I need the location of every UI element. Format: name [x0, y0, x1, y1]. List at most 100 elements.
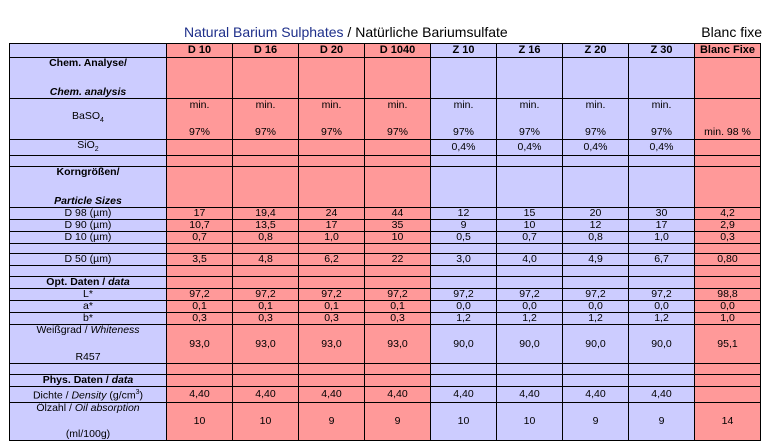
label-density: Dichte / Density (g/cm3) [9, 386, 167, 403]
col-header-z20: Z 20 [562, 43, 629, 58]
label-d10: D 10 (µm) [9, 231, 167, 245]
label-a: a* [9, 300, 167, 314]
col-header-d20: D 20 [298, 43, 365, 58]
cell: 97,2 [496, 288, 563, 302]
section-particle-label: Korngrößen/Particle Sizes [9, 166, 167, 209]
title-english: Natural Barium Sulphates [184, 24, 344, 40]
cell: 4,40 [562, 386, 629, 403]
section-opt-row: Opt. Daten / data [9, 276, 761, 290]
cell: 1,2 [628, 312, 695, 326]
title-german: Natürliche Bariumsulfate [355, 24, 508, 40]
cell: min. 97% [364, 98, 431, 140]
specification-table: D 10 D 16 D 20 D 1040 Z 10 Z 16 Z 20 Z 3… [9, 43, 761, 441]
cell: 4,40 [364, 386, 431, 403]
cell: 0,0 [562, 300, 629, 314]
cell [364, 138, 431, 157]
cell: 0,1 [298, 300, 365, 314]
cell: 24 [298, 207, 365, 221]
cell: 9 [430, 219, 497, 233]
section-opt-label: Opt. Daten / data [9, 276, 167, 290]
cell: 22 [364, 253, 431, 267]
cell: 90,0 [430, 324, 497, 365]
cell: 97,2 [298, 288, 365, 302]
cell: 0,8 [232, 231, 299, 245]
header-row: D 10 D 16 D 20 D 1040 Z 10 Z 16 Z 20 Z 3… [9, 43, 761, 58]
col-header-z16: Z 16 [496, 43, 563, 58]
cell: 9 [364, 401, 431, 441]
cell: 97,2 [232, 288, 299, 302]
cell: 0,3 [364, 312, 431, 326]
section-chem-row: Chem. Analyse/Chem. analysis [9, 57, 761, 99]
cell: min. 98 % [694, 98, 761, 140]
row-b: b* 0,3 0,3 0,3 0,3 1,2 1,2 1,2 1,2 1,0 [9, 312, 761, 326]
col-header-blanc-fixe: Blanc Fixe [694, 43, 761, 58]
cell: 1,2 [562, 312, 629, 326]
cell: 0,80 [694, 253, 761, 267]
spacer-row [9, 265, 761, 278]
label-b: b* [9, 312, 167, 326]
cell: 0,4% [562, 138, 629, 157]
section-phys-row: Phys. Daten / data [9, 374, 761, 388]
cell: 90,0 [496, 324, 563, 365]
cell: 19,4 [232, 207, 299, 221]
row-d10: D 10 (µm) 0,7 0,8 1,0 10 0,5 0,7 0,8 1,0… [9, 231, 761, 245]
cell [298, 138, 365, 157]
cell: 0,0 [430, 300, 497, 314]
header-corner [9, 43, 167, 58]
label-d98: D 98 (µm) [9, 207, 167, 221]
col-header-z30: Z 30 [628, 43, 695, 58]
spacer-row [9, 363, 761, 376]
cell: 10 [364, 231, 431, 245]
cell: 10 [496, 219, 563, 233]
cell: 97,2 [430, 288, 497, 302]
cell: 0,7 [496, 231, 563, 245]
cell: 98,8 [694, 288, 761, 302]
cell: 17 [628, 219, 695, 233]
row-d50: D 50 (µm) 3,5 4,8 6,2 22 3,0 4,0 4,9 6,7… [9, 253, 761, 267]
cell: 0,1 [232, 300, 299, 314]
cell: 6,2 [298, 253, 365, 267]
cell: min. 97% [562, 98, 629, 140]
cell: 9 [562, 401, 629, 441]
label-l: L* [9, 288, 167, 302]
row-baso4: BaSO4 min. 97% min. 97% min. 97% min. 97% mi… [9, 98, 761, 140]
cell: 1,0 [298, 231, 365, 245]
cell: 0,7 [166, 231, 233, 245]
cell: 1,0 [694, 312, 761, 326]
cell: 97,2 [166, 288, 233, 302]
cell: 15 [496, 207, 563, 221]
cell: 10 [232, 401, 299, 441]
cell: 17 [298, 219, 365, 233]
row-density: Dichte / Density (g/cm3) 4,40 4,40 4,40 … [9, 386, 761, 403]
cell: 0,4% [628, 138, 695, 157]
cell: 0,0 [628, 300, 695, 314]
cell: 97,2 [628, 288, 695, 302]
cell: min. 97% [232, 98, 299, 140]
cell: 0,3 [694, 231, 761, 245]
cell: 97,2 [364, 288, 431, 302]
cell: 4,40 [232, 386, 299, 403]
cell: 3,5 [166, 253, 233, 267]
cell: 10 [430, 401, 497, 441]
label-baso4: BaSO4 [9, 98, 167, 140]
row-l: L* 97,2 97,2 97,2 97,2 97,2 97,2 97,2 97… [9, 288, 761, 302]
row-whiteness: Weißgrad / Whiteness R457 93,0 93,0 93,0 … [9, 324, 761, 365]
row-oil-absorption: Ölzahl / Oil absorption (ml/100g) 10 10 9… [9, 401, 761, 441]
row-sio2: SiO2 0,4% 0,4% 0,4% 0,4% [9, 138, 761, 157]
page-title: Natural Barium Sulphates / Natürliche Ba… [184, 24, 508, 40]
cell: 17 [166, 207, 233, 221]
cell: 4,40 [166, 386, 233, 403]
label-d90: D 90 (µm) [9, 219, 167, 233]
cell: 10 [166, 401, 233, 441]
cell: min. 97% [298, 98, 365, 140]
cell: 93,0 [364, 324, 431, 365]
cell: 0,8 [562, 231, 629, 245]
title-separator: / [343, 24, 356, 40]
label-sio2: SiO2 [9, 138, 167, 157]
cell: 10 [496, 401, 563, 441]
cell: min. 97% [166, 98, 233, 140]
blanc-fixe-heading: Blanc fixe [701, 24, 762, 40]
cell: 1,2 [496, 312, 563, 326]
cell: 4,40 [496, 386, 563, 403]
cell: 6,7 [628, 253, 695, 267]
